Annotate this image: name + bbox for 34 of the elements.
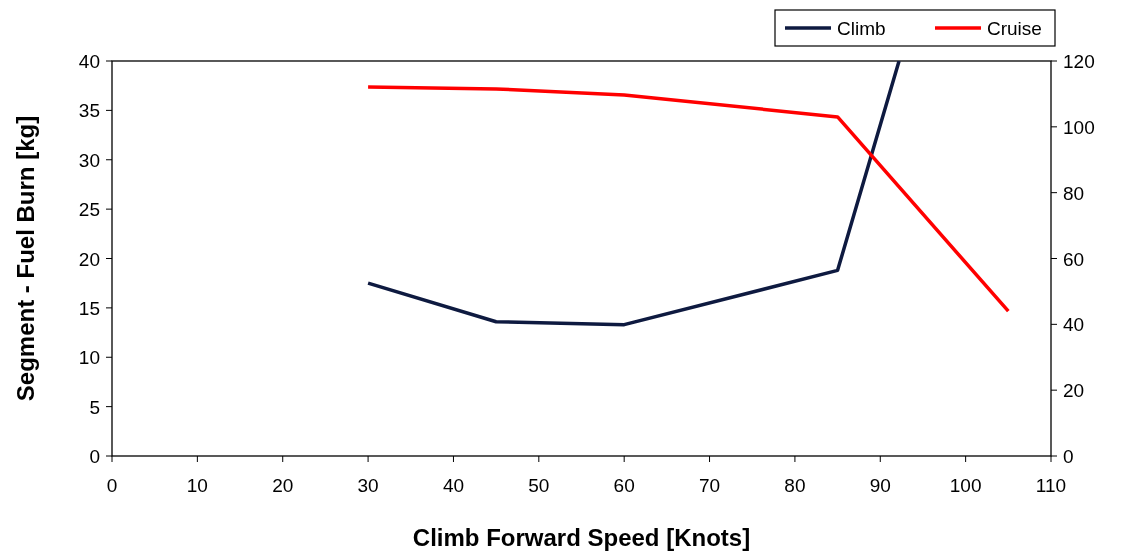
y-axis-title: Segment - Fuel Burn [kg] xyxy=(12,115,39,402)
y2-tick-label: 100 xyxy=(1063,116,1095,138)
y-tick-label: 0 xyxy=(89,446,100,467)
x-tick-label: 60 xyxy=(613,475,635,496)
y-tick-label: 5 xyxy=(89,396,100,418)
legend-label: Climb xyxy=(837,18,886,39)
x-tick-label: 20 xyxy=(272,475,294,496)
y2-tick-label: 120 xyxy=(1063,51,1095,72)
y-tick-label: 20 xyxy=(78,248,100,270)
y-tick-label: 10 xyxy=(78,347,100,369)
y-tick-label: 30 xyxy=(78,149,100,171)
y2-tick-label: 40 xyxy=(1063,314,1085,336)
y-tick-label: 35 xyxy=(78,100,100,122)
y-tick-label: 15 xyxy=(78,297,100,319)
y2-tick-label: 60 xyxy=(1063,248,1085,270)
x-tick-label: 0 xyxy=(106,475,118,496)
x-tick-label: 80 xyxy=(784,475,806,496)
x-tick-label: 90 xyxy=(869,475,891,496)
x-tick-label: 10 xyxy=(186,475,208,496)
line-series xyxy=(366,85,1011,313)
y2-tick-label: 80 xyxy=(1063,182,1085,204)
x-tick-label: 30 xyxy=(357,475,379,496)
line-series xyxy=(366,61,901,327)
x-tick-label: 70 xyxy=(698,475,721,496)
y2-tick-label: 0 xyxy=(1063,446,1074,467)
x-tick-label: 100 xyxy=(949,475,982,496)
x-axis-title: Climb Forward Speed [Knots] xyxy=(412,524,751,551)
x-tick-label: 40 xyxy=(442,475,465,496)
y-tick-label: 25 xyxy=(78,199,100,221)
y-tick-label: 40 xyxy=(78,51,100,72)
x-tick-label: 110 xyxy=(1035,475,1067,496)
legend-label: Cruise xyxy=(987,18,1042,39)
y2-tick-label: 20 xyxy=(1063,380,1085,402)
x-tick-label: 50 xyxy=(528,475,550,496)
